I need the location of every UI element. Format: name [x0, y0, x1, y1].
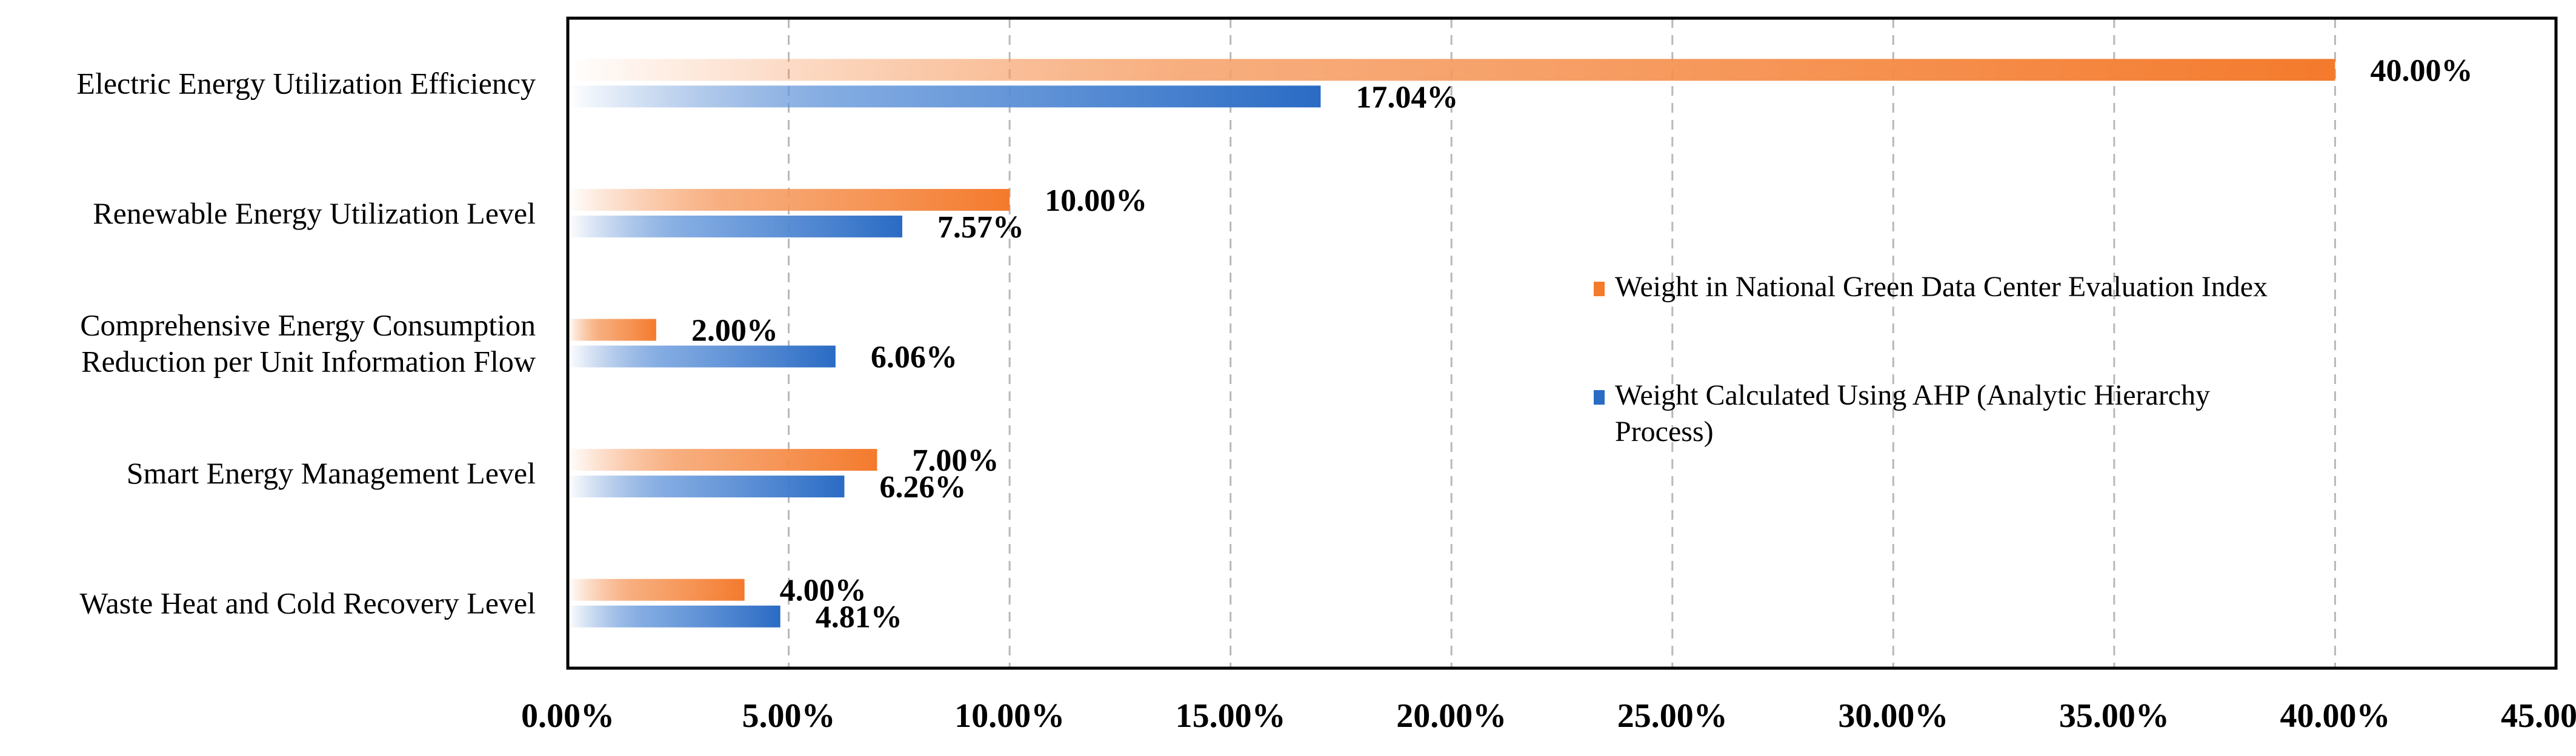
- category-label: Waste Heat and Cold Recovery Level: [79, 586, 536, 620]
- legend: Weight in National Green Data Center Eva…: [1594, 271, 2268, 448]
- bar: [568, 605, 780, 628]
- legend-label-ahp: Process): [1615, 416, 1714, 448]
- plot-area-border: [566, 16, 2558, 670]
- x-axis-tick-labels: 0.00% 5.00% 10.00% 15.00% 20.00% 25.00% 30.00%…: [521, 697, 2576, 735]
- category-label: Renewable Energy Utilization Level: [93, 196, 536, 230]
- category-label: Electric Energy Utilization Efficiency: [76, 66, 536, 100]
- data-label: 4.00%: [780, 574, 867, 608]
- data-label: 17.04%: [1356, 80, 1458, 114]
- bar: [568, 449, 877, 471]
- category-label: Comprehensive Energy Consumption: [80, 308, 536, 342]
- x-tick-label: 40.00%: [2280, 697, 2390, 735]
- category-label: Reduction per Unit Information Flow: [81, 345, 536, 379]
- x-tick-label: 20.00%: [1396, 697, 1506, 735]
- legend-label-national: Weight in National Green Data Center Eva…: [1615, 271, 2268, 303]
- x-tick-label: 45.00%: [2501, 697, 2576, 735]
- bar: [568, 59, 2335, 81]
- legend-label-ahp: Weight Calculated Using AHP (Analytic Hi…: [1615, 379, 2210, 411]
- x-tick-label: 30.00%: [1838, 697, 1948, 735]
- data-label: 4.81%: [816, 600, 902, 635]
- data-label: 7.57%: [937, 210, 1024, 245]
- x-tick-label: 25.00%: [1617, 697, 1728, 735]
- x-tick-label: 0.00%: [521, 697, 614, 735]
- x-tick-label: 35.00%: [2059, 697, 2169, 735]
- bar: [568, 579, 745, 601]
- bar: [568, 476, 845, 498]
- data-label: 2.00%: [691, 314, 778, 348]
- data-label: 6.06%: [871, 340, 957, 375]
- legend-swatch-ahp: [1594, 390, 1605, 405]
- bar: [568, 188, 1010, 211]
- data-label: 7.00%: [912, 443, 999, 478]
- data-labels: 40.00% 17.04% 10.00% 7.57% 2.00% 6.06% 7.00%6.…: [691, 53, 2473, 634]
- category-labels: Electric Energy Utilization Efficiency Re…: [76, 66, 536, 620]
- bar: [568, 319, 656, 341]
- bar: [568, 85, 1321, 108]
- bar: [568, 215, 902, 237]
- gridlines: [788, 18, 2336, 668]
- x-tick-label: 10.00%: [954, 697, 1065, 735]
- bar: [568, 345, 836, 368]
- x-tick-label: 5.00%: [742, 697, 836, 735]
- category-label: Smart Energy Management Level: [127, 456, 536, 490]
- data-label: 40.00%: [2370, 53, 2472, 88]
- x-tick-label: 15.00%: [1176, 697, 1286, 735]
- data-label: 6.26%: [879, 470, 966, 505]
- data-label: 10.00%: [1045, 184, 1147, 218]
- legend-swatch-national: [1594, 282, 1605, 296]
- bars: [568, 59, 2335, 628]
